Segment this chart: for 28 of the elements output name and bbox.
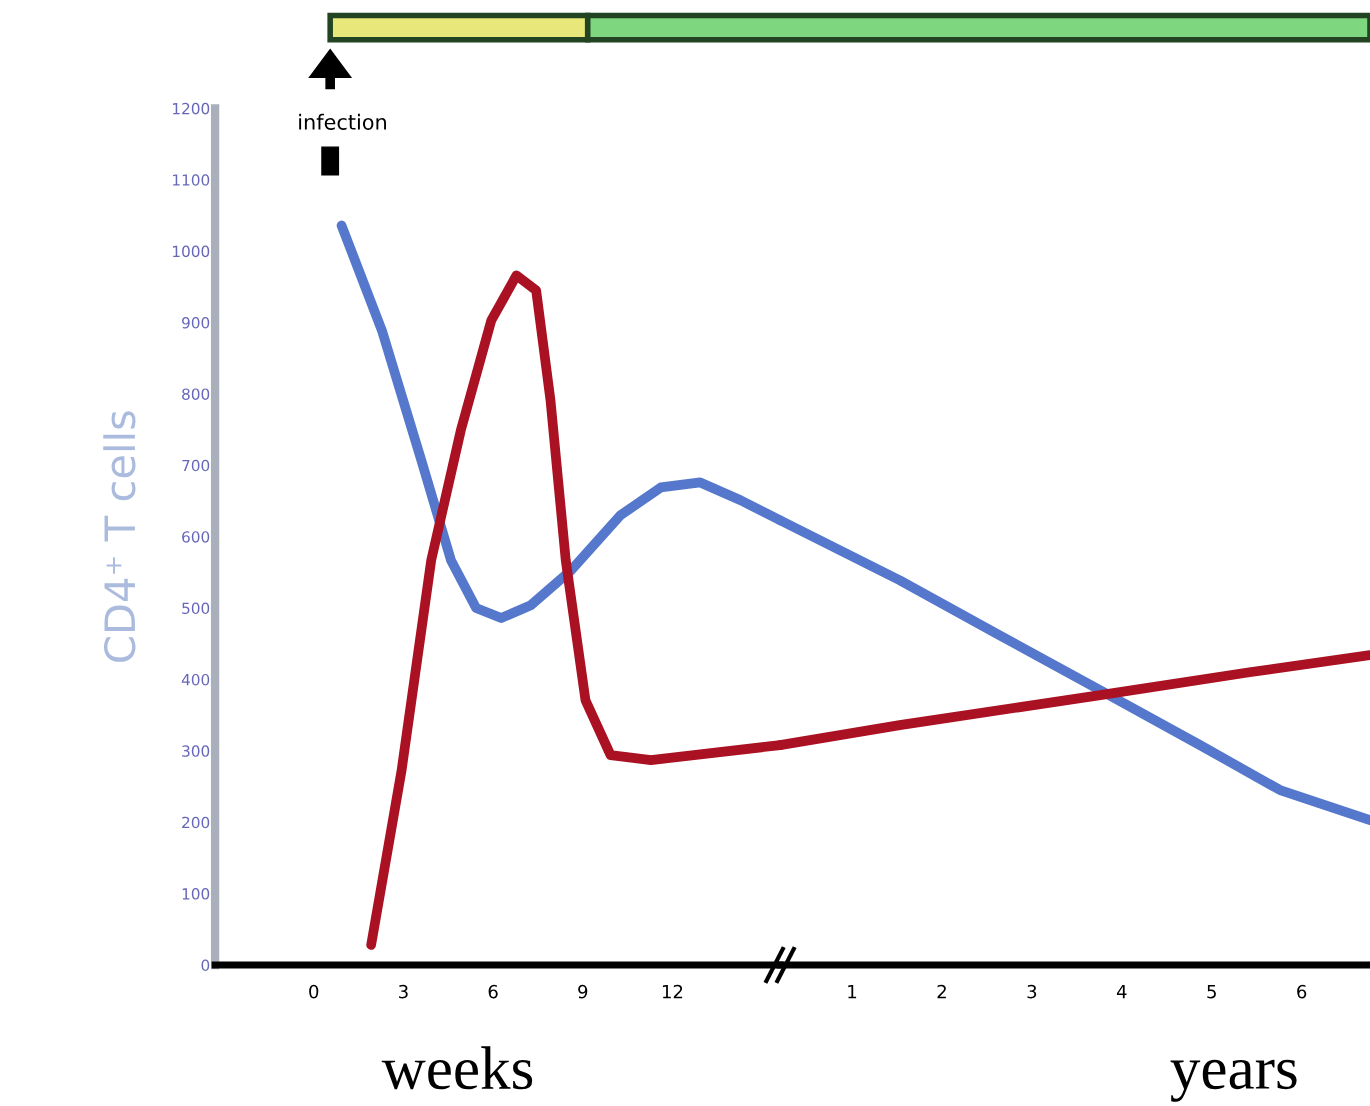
annotation: infection [299, 113, 386, 130]
y-tick-label: 700 [182, 459, 210, 472]
x-tick-label: 0 [309, 984, 319, 999]
y-tick-label: 300 [182, 745, 210, 757]
x-tick-label: 9 [578, 984, 588, 999]
x-tick-label: 12 [662, 984, 683, 999]
y-tick-label: 500 [182, 602, 210, 615]
x-tick-label: 6 [1297, 984, 1307, 999]
x-tick-label: 1 [848, 984, 857, 999]
y-tick-label: 400 [181, 673, 210, 686]
x-tick-label: 3 [399, 984, 408, 999]
x-tick-label: 4 [1116, 984, 1127, 999]
x-tick-label: 2 [937, 984, 946, 999]
y-tick-label: 100 [182, 888, 210, 900]
x-tick-label: 5 [1207, 984, 1216, 999]
y-tick-label: 1100 [173, 174, 210, 186]
x-tick-label: 3 [1027, 984, 1037, 999]
y-axis-title: CD4⁺ T cells [103, 411, 136, 662]
y-tick-label: 200 [182, 816, 210, 829]
x-axis-title: years [1170, 1059, 1297, 1102]
y-tick-label: 1000 [173, 245, 210, 258]
y-tick-label: 600 [182, 531, 210, 543]
y-tick-label: 900 [182, 317, 210, 329]
y-tick-label: 800 [182, 388, 210, 400]
x-tick-label: 6 [488, 984, 498, 999]
x-axis-title: weeks [381, 1046, 533, 1090]
y-tick-label: 0 [201, 959, 210, 972]
y-tick-label: 1200 [173, 102, 210, 115]
